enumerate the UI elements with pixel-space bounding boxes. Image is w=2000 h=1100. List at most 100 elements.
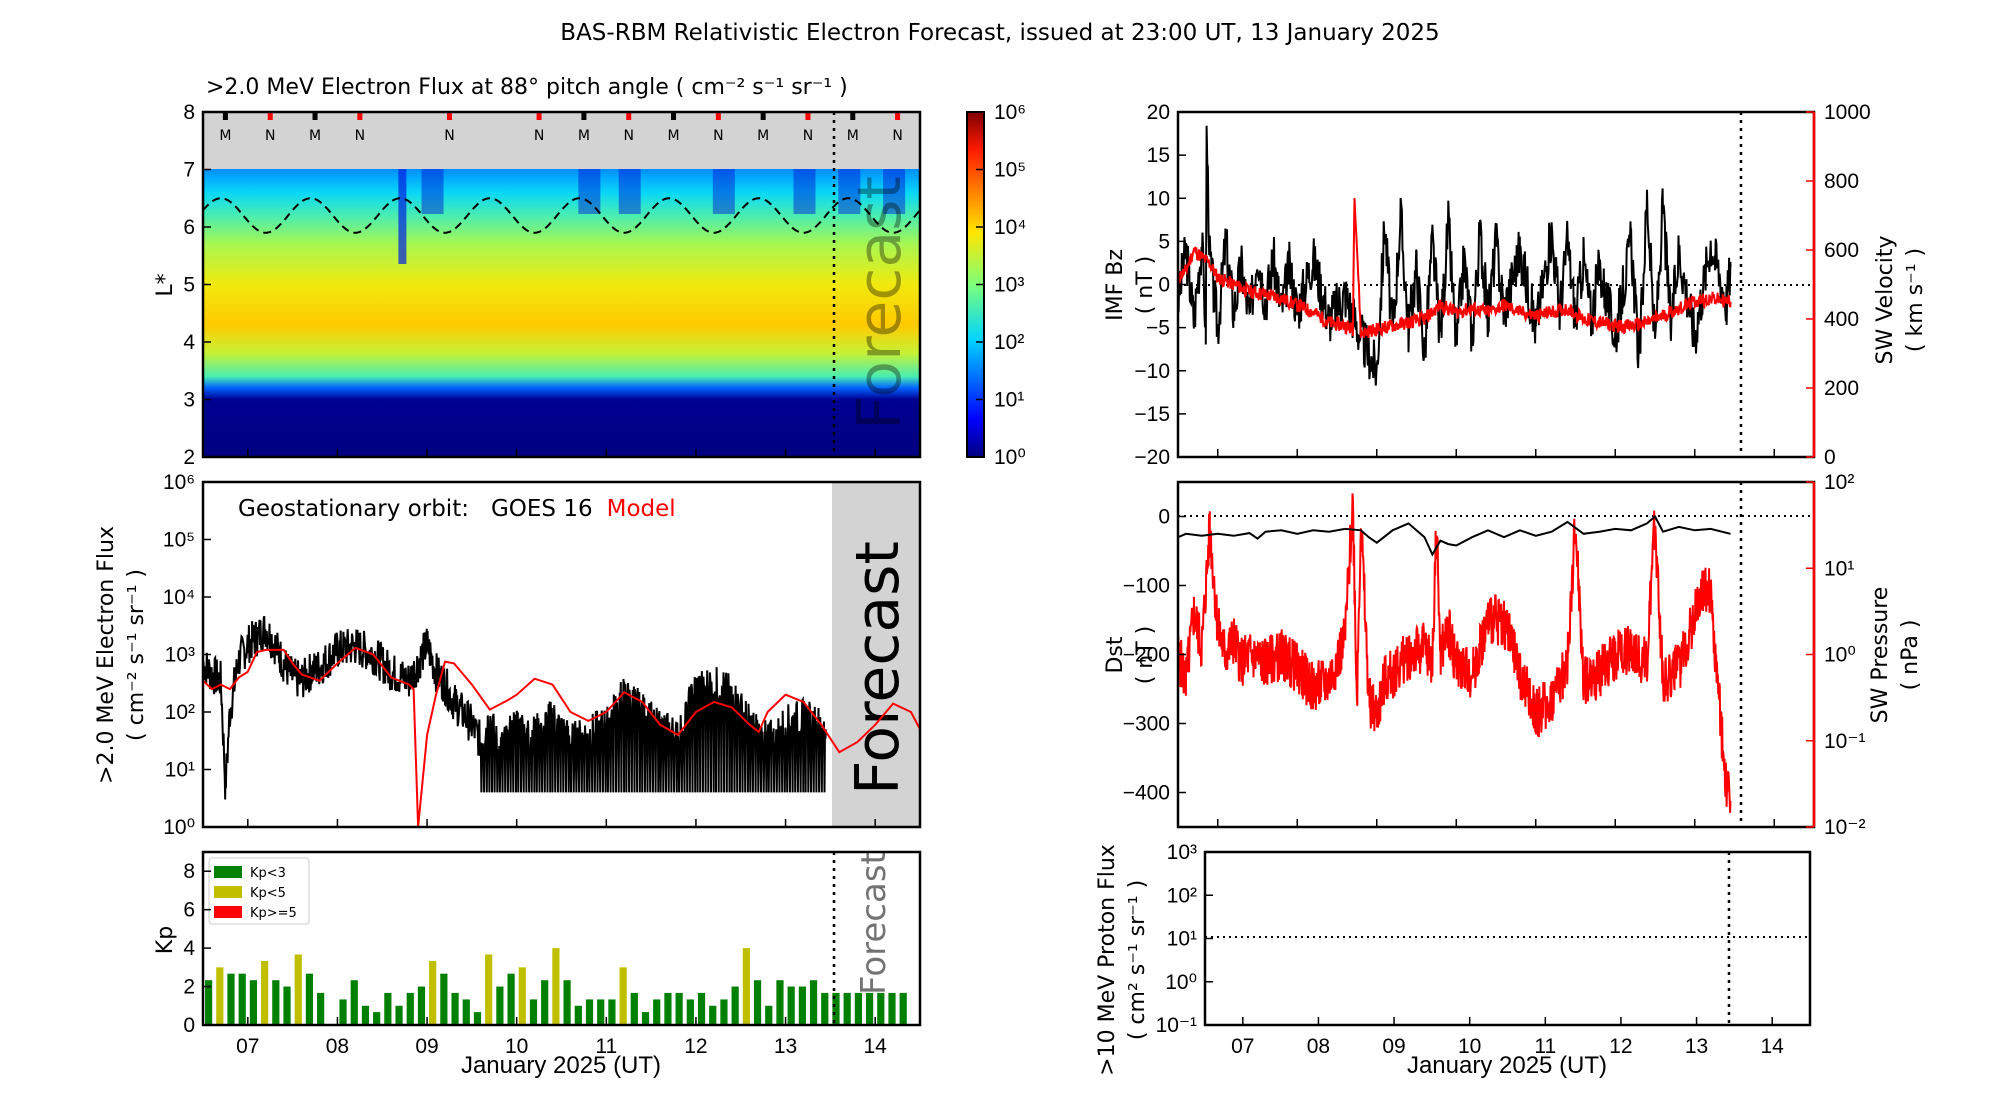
y-tick-label: 5: [183, 274, 195, 297]
y-tick-label: −5: [1146, 317, 1170, 340]
kp-legend-label: Kp>=5: [250, 906, 297, 921]
orbit-marker-tick: [805, 112, 811, 120]
kp-bar: [585, 999, 594, 1025]
kp-bar: [641, 1012, 650, 1025]
kp-bar: [339, 999, 347, 1025]
y-tick-label: 3: [183, 389, 195, 412]
y-tick-label: 10¹: [1824, 557, 1854, 580]
imf-y-unit: ( nT ): [1133, 256, 1158, 315]
y-tick-label: 10³: [165, 644, 195, 667]
y-tick-label: 10⁴: [163, 586, 195, 609]
x-tick-label: 10: [1458, 1035, 1481, 1058]
kp-bar: [429, 960, 437, 1025]
orbit-marker-label: M: [847, 128, 859, 144]
lstar-y-label: L*: [153, 273, 178, 296]
orbit-marker-tick: [715, 112, 721, 120]
kp-y-ticks: 0 2 4 6 8: [183, 860, 211, 1037]
lstar-panel: >2.0 MeV Electron Flux at 88° pitch angl…: [153, 75, 922, 469]
y-tick-label: 10³: [994, 274, 1024, 297]
orbit-marker-label: M: [578, 128, 590, 144]
kp-legend-swatch: [214, 866, 242, 878]
x-tick-label: 13: [1685, 1035, 1708, 1058]
kp-bar: [809, 980, 818, 1025]
proton-x-ticks: 07 08 09 10 11 12 13 14: [1231, 1017, 1784, 1058]
orbit-marker-label: N: [534, 128, 544, 144]
x-minor-ticks: [247, 449, 1775, 827]
kp-bar: [798, 986, 806, 1025]
kp-bar: [451, 992, 459, 1025]
kp-bar: [395, 1005, 403, 1025]
y-tick-label: 800: [1824, 170, 1859, 193]
orbit-marker-tick: [895, 112, 901, 120]
kp-bar: [563, 980, 571, 1025]
series-dst-line: [1178, 514, 1731, 557]
x-tick-label: 12: [684, 1035, 707, 1058]
y-tick-label: 10⁰: [994, 446, 1026, 469]
y-tick-label: 0: [183, 1014, 195, 1037]
dst-y-label: Dst: [1103, 636, 1128, 673]
y-tick-label: −400: [1123, 782, 1170, 805]
colorbar: 10⁰ 10¹ 10² 10³ 10⁴ 10⁵ 10⁶: [966, 101, 1026, 469]
y-tick-label: 2: [183, 976, 195, 999]
y-tick-label: 10⁰: [1824, 644, 1856, 667]
y-tick-label: 10⁻¹: [1156, 1014, 1197, 1037]
y-tick-label: 0: [1158, 506, 1170, 529]
kp-bar: [406, 992, 414, 1025]
kp-bar: [619, 967, 627, 1025]
kp-bar: [697, 992, 706, 1025]
x-tick-label: 10: [505, 1035, 528, 1058]
y-tick-label: 10²: [1167, 884, 1197, 907]
orbit-marker-tick: [446, 112, 452, 120]
kp-bar: [675, 992, 683, 1025]
orbit-marker-tick: [312, 112, 318, 120]
y-tick-label: 10⁻²: [1824, 816, 1865, 839]
imf-y-ticks: −20 −15 −10 −5 0 5 10 15 20: [1134, 101, 1186, 469]
kp-bar: [462, 999, 470, 1025]
lstar-panel-title: >2.0 MeV Electron Flux at 88° pitch angl…: [206, 75, 848, 100]
forecast-shade: [832, 482, 920, 827]
orbit-marker-label: M: [309, 128, 321, 144]
orbit-marker-tick: [357, 112, 363, 120]
kp-bar: [776, 980, 784, 1025]
lstar-y-ticks: 2 3 4 5 6 7 8: [183, 101, 211, 469]
x-tick-label: 11: [595, 1035, 617, 1058]
y-tick-label: −100: [1123, 575, 1170, 598]
kp-bar: [216, 967, 224, 1025]
geo-annotation-prefix: Geostationary orbit: GOES 16 Model: [238, 496, 676, 522]
left-x-axis-label: January 2025 (UT): [461, 1052, 661, 1079]
y-tick-label: 8: [183, 860, 195, 883]
orbit-marker-label: N: [265, 128, 275, 144]
forecast-watermark: Forecast: [854, 851, 894, 995]
y-tick-label: 600: [1824, 239, 1859, 262]
lstar-streaks: [398, 169, 906, 264]
forecast-watermark: Forecast: [843, 541, 913, 795]
series-goes16-line: [203, 615, 827, 800]
flux-dropout-streak: [578, 169, 601, 214]
y-tick-label: −200: [1123, 644, 1170, 667]
y-tick-label: 10³: [1167, 841, 1197, 864]
x-tick-label: 14: [864, 1035, 888, 1058]
y-tick-label: 0: [1824, 446, 1836, 469]
orbit-marker-label: N: [892, 128, 902, 144]
kp-bar: [742, 948, 750, 1025]
flux-dropout-streak: [883, 169, 906, 214]
colorbar-ticks: 10⁰ 10¹ 10² 10³ 10⁴ 10⁵ 10⁶: [976, 101, 1026, 469]
y-tick-label: 10⁶: [163, 471, 195, 494]
kp-bar: [541, 980, 549, 1025]
geo-y-unit: ( cm⁻² s⁻¹ sr⁻¹ ): [124, 569, 149, 741]
series-sw-velocity-line: [1178, 198, 1732, 339]
kp-bar: [854, 992, 862, 1025]
sw-pressure-y-unit: ( nPa ): [1898, 620, 1923, 691]
kp-bar: [597, 999, 605, 1025]
kp-legend: Kp<3 Kp<5 Kp>=5: [208, 857, 310, 925]
kp-bar: [440, 973, 448, 1025]
y-tick-label: 15: [1147, 144, 1170, 167]
kp-bar: [888, 992, 896, 1025]
y-tick-label: 10⁰: [163, 816, 195, 839]
kp-bar: [249, 980, 258, 1025]
orbit-marker-label: N: [355, 128, 365, 144]
y-tick-label: −300: [1123, 713, 1170, 736]
